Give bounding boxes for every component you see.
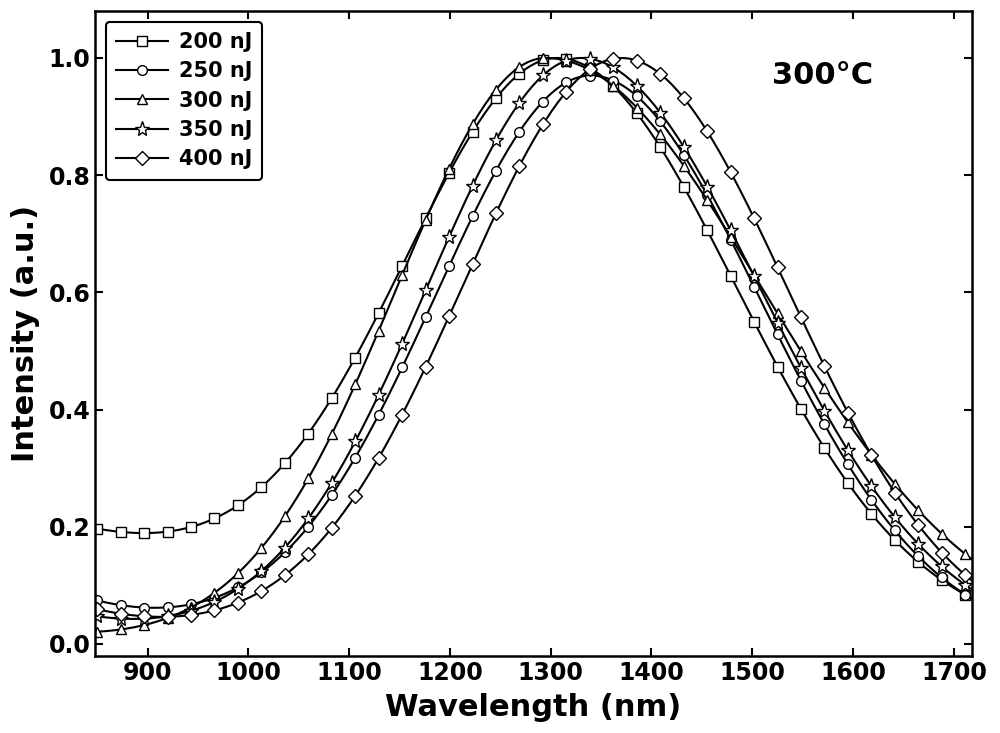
250 nJ [892, 529, 904, 538]
200 nJ [94, 525, 106, 534]
350 nJ [94, 612, 106, 621]
Line: 250 nJ: 250 nJ [92, 70, 979, 613]
350 nJ [575, 54, 587, 62]
Line: 200 nJ: 200 nJ [92, 53, 979, 604]
Line: 400 nJ: 400 nJ [92, 53, 979, 622]
400 nJ [91, 605, 103, 614]
200 nJ [968, 594, 980, 603]
300 nJ [613, 86, 625, 95]
350 nJ [836, 436, 848, 445]
350 nJ [968, 586, 980, 595]
250 nJ [968, 596, 980, 605]
Y-axis label: Intensity (a.u.): Intensity (a.u.) [11, 205, 40, 462]
Legend: 200 nJ, 250 nJ, 300 nJ, 350 nJ, 400 nJ: 200 nJ, 250 nJ, 300 nJ, 350 nJ, 400 nJ [106, 21, 262, 180]
250 nJ [150, 603, 162, 612]
250 nJ [634, 95, 646, 103]
250 nJ [836, 450, 848, 459]
300 nJ [968, 556, 980, 565]
200 nJ [552, 54, 564, 62]
200 nJ [631, 108, 643, 117]
X-axis label: Wavelength (nm): Wavelength (nm) [385, 693, 682, 722]
350 nJ [91, 612, 103, 621]
350 nJ [634, 84, 646, 93]
400 nJ [156, 613, 168, 622]
300 nJ [540, 54, 552, 62]
300 nJ [833, 405, 845, 414]
250 nJ [94, 597, 106, 605]
300 nJ [91, 627, 103, 636]
350 nJ [126, 614, 138, 623]
400 nJ [634, 57, 646, 66]
400 nJ [613, 54, 625, 62]
Text: 300°C: 300°C [772, 61, 873, 90]
200 nJ [833, 466, 845, 475]
200 nJ [613, 88, 625, 97]
200 nJ [889, 536, 901, 545]
400 nJ [968, 578, 980, 586]
250 nJ [91, 596, 103, 605]
350 nJ [616, 69, 628, 78]
300 nJ [94, 627, 106, 636]
300 nJ [631, 103, 643, 112]
200 nJ [616, 91, 628, 100]
400 nJ [616, 54, 628, 62]
400 nJ [892, 493, 904, 501]
Line: 350 nJ: 350 nJ [90, 51, 982, 627]
400 nJ [836, 397, 848, 406]
350 nJ [892, 516, 904, 525]
Line: 300 nJ: 300 nJ [92, 53, 979, 636]
250 nJ [619, 83, 631, 92]
300 nJ [889, 479, 901, 488]
400 nJ [94, 605, 106, 614]
300 nJ [616, 89, 628, 97]
200 nJ [91, 524, 103, 533]
400 nJ [619, 54, 631, 62]
350 nJ [619, 71, 631, 80]
250 nJ [616, 81, 628, 89]
250 nJ [584, 71, 596, 80]
